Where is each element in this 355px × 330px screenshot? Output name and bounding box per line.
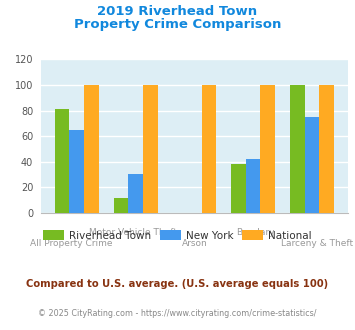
Bar: [246, 159, 261, 213]
Text: Arson: Arson: [181, 239, 207, 248]
Bar: [231, 164, 246, 213]
Text: All Property Crime: All Property Crime: [30, 239, 113, 248]
Text: Compared to U.S. average. (U.S. average equals 100): Compared to U.S. average. (U.S. average …: [26, 279, 329, 289]
Bar: [55, 109, 70, 213]
Bar: [319, 85, 334, 213]
Text: Property Crime Comparison: Property Crime Comparison: [74, 18, 281, 31]
Bar: [202, 85, 217, 213]
Bar: [114, 197, 128, 213]
Text: Burglary: Burglary: [236, 228, 275, 237]
Bar: [84, 85, 99, 213]
Bar: [143, 85, 158, 213]
Bar: [70, 130, 84, 213]
Text: 2019 Riverhead Town: 2019 Riverhead Town: [97, 5, 258, 18]
Bar: [128, 175, 143, 213]
Bar: [290, 85, 305, 213]
Text: © 2025 CityRating.com - https://www.cityrating.com/crime-statistics/: © 2025 CityRating.com - https://www.city…: [38, 309, 317, 317]
Text: Larceny & Theft: Larceny & Theft: [281, 239, 353, 248]
Bar: [261, 85, 275, 213]
Text: Motor Vehicle Theft: Motor Vehicle Theft: [89, 228, 177, 237]
Legend: Riverhead Town, New York, National: Riverhead Town, New York, National: [39, 226, 316, 245]
Bar: [305, 117, 319, 213]
